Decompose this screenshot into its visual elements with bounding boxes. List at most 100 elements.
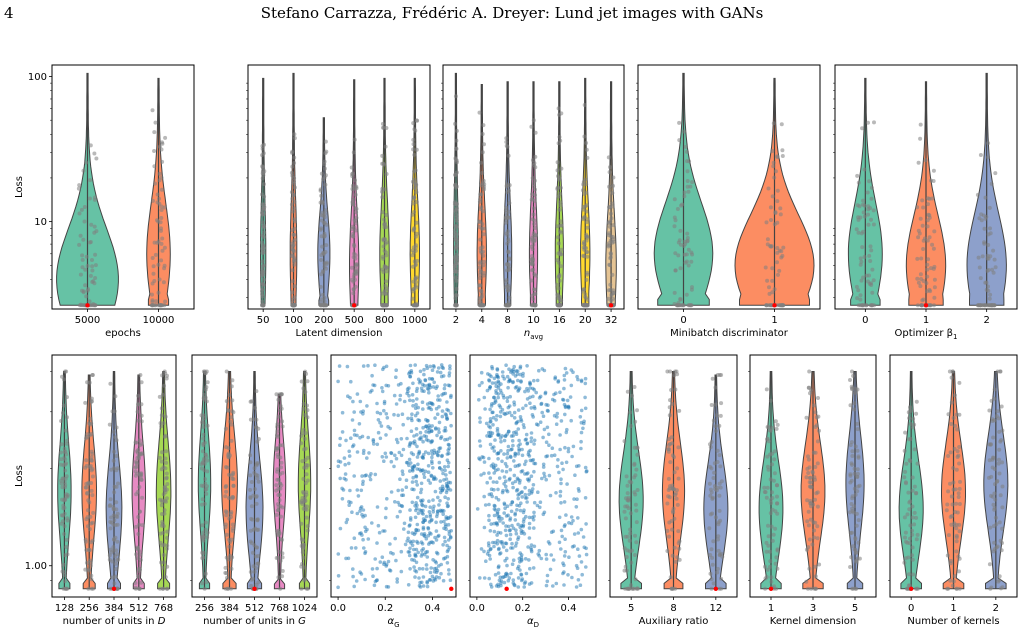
data-point — [513, 451, 517, 456]
data-point — [205, 423, 210, 428]
data-point — [708, 487, 713, 492]
data-point — [385, 416, 390, 420]
data-point — [912, 522, 917, 527]
data-point — [353, 178, 357, 183]
data-point — [512, 473, 517, 478]
data-point — [444, 473, 448, 477]
data-point — [506, 188, 511, 193]
data-point — [529, 197, 534, 202]
data-point — [436, 427, 441, 431]
data-point — [577, 554, 582, 558]
data-point — [375, 410, 380, 415]
data-point — [361, 479, 365, 484]
data-point — [773, 419, 778, 424]
data-point — [438, 370, 443, 375]
x-tick-label: 4 — [479, 315, 485, 326]
data-point — [914, 411, 919, 416]
data-point — [508, 537, 512, 541]
data-point — [505, 374, 510, 379]
data-point — [716, 534, 721, 539]
data-point — [780, 154, 785, 158]
data-point — [444, 527, 448, 531]
data-point — [422, 475, 427, 480]
data-point — [532, 182, 536, 186]
data-point — [925, 267, 930, 272]
data-point — [525, 364, 529, 368]
data-point — [223, 570, 228, 575]
data-point — [479, 370, 484, 375]
data-point — [159, 241, 164, 246]
data-point — [352, 433, 357, 437]
data-point — [925, 274, 930, 279]
data-point — [416, 511, 421, 516]
data-point — [689, 287, 694, 292]
data-point — [394, 368, 399, 373]
data-point — [510, 546, 515, 550]
data-point — [512, 364, 516, 369]
data-point — [223, 522, 228, 527]
data-point — [202, 586, 207, 591]
data-point — [924, 281, 929, 286]
data-point — [424, 514, 429, 519]
data-point — [429, 401, 434, 406]
data-point — [78, 302, 83, 307]
data-point — [770, 538, 775, 543]
data-point — [410, 253, 415, 258]
data-point — [92, 224, 97, 229]
data-point — [708, 493, 713, 498]
data-point — [992, 257, 997, 262]
data-point — [59, 481, 64, 486]
data-point — [990, 267, 995, 272]
data-point — [507, 410, 512, 415]
data-point — [62, 579, 67, 584]
data-point — [430, 518, 434, 522]
data-point — [513, 544, 518, 548]
data-point — [231, 495, 236, 500]
data-point — [627, 538, 632, 543]
x-tick-label: 0.4 — [424, 603, 440, 614]
data-point — [434, 520, 438, 525]
data-point — [517, 438, 521, 443]
data-point — [489, 404, 494, 408]
data-point — [498, 405, 503, 409]
data-point — [274, 512, 279, 517]
x-tick-label: 20 — [579, 315, 592, 326]
data-point — [389, 490, 394, 494]
data-point — [411, 539, 416, 544]
data-point — [529, 548, 534, 552]
data-point — [262, 277, 267, 282]
data-point — [159, 467, 164, 472]
data-point — [395, 577, 400, 581]
data-point — [504, 220, 508, 225]
data-point — [292, 155, 297, 160]
data-point — [903, 430, 908, 435]
data-point — [165, 482, 170, 486]
data-point — [504, 548, 509, 553]
data-point — [421, 520, 426, 524]
data-point — [518, 508, 523, 513]
data-point — [223, 565, 228, 570]
data-point — [850, 449, 855, 454]
best-marker — [351, 303, 357, 308]
data-point — [77, 242, 82, 247]
data-point — [867, 179, 872, 184]
data-point — [424, 424, 428, 429]
data-point — [541, 435, 545, 440]
data-point — [495, 523, 500, 527]
data-point — [380, 267, 385, 272]
data-point — [768, 564, 772, 569]
data-point — [441, 578, 446, 583]
data-point — [248, 399, 253, 404]
data-point — [338, 443, 342, 448]
data-point — [494, 391, 499, 395]
data-point — [64, 537, 69, 542]
x-tick-label: 8 — [504, 315, 510, 326]
data-point — [902, 448, 907, 453]
data-point — [445, 483, 450, 488]
data-point — [276, 555, 281, 560]
data-point — [908, 422, 913, 426]
data-point — [384, 253, 389, 258]
data-point — [931, 246, 936, 251]
data-point — [668, 460, 673, 465]
data-point — [504, 205, 509, 210]
